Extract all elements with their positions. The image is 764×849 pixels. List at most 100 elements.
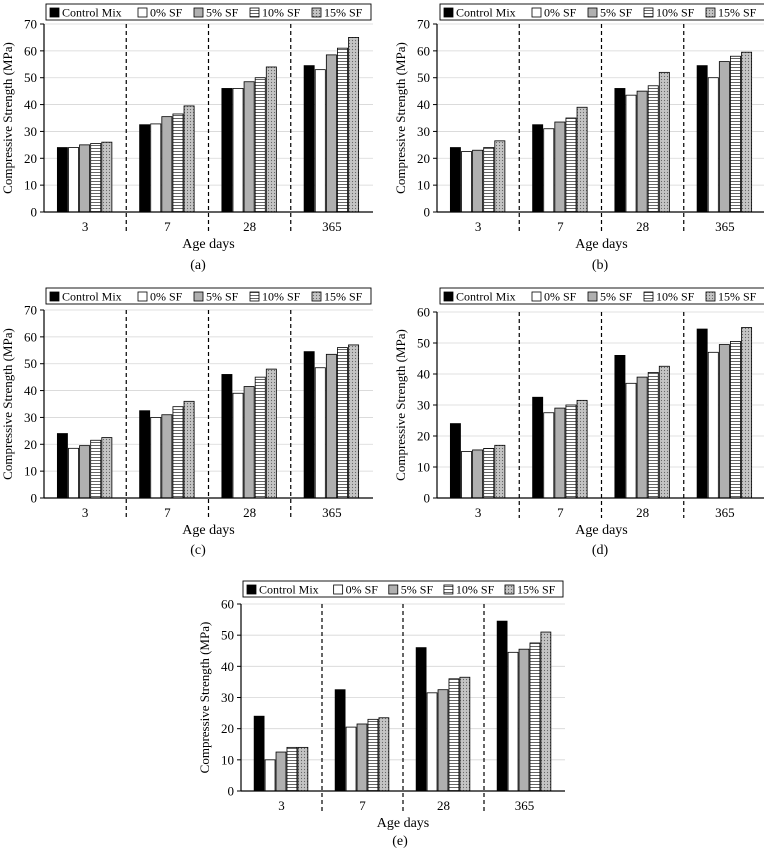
bar-0-sf-7 bbox=[150, 417, 162, 499]
legend-swatch bbox=[246, 584, 257, 595]
legend-label: 5% SF bbox=[206, 290, 239, 304]
legend-swatch bbox=[705, 291, 716, 302]
y-tick-label: 60 bbox=[417, 43, 430, 58]
legend-label: 0% SF bbox=[150, 6, 183, 20]
bar-control-mix-28 bbox=[221, 374, 233, 499]
y-tick-label: 40 bbox=[221, 659, 234, 674]
legend: Control Mix 0% SF 5% SF 10% SF 15% SF bbox=[439, 287, 764, 305]
y-tick-label: 10 bbox=[24, 178, 37, 193]
legend-label: 15% SF bbox=[718, 6, 757, 20]
x-tick-label: 3 bbox=[82, 505, 89, 520]
legend-label: 10% SF bbox=[656, 290, 695, 304]
bar-control-mix-7 bbox=[139, 410, 151, 499]
bar-15-sf-28 bbox=[658, 365, 670, 499]
bar-15-sf-365 bbox=[540, 631, 552, 792]
bar-5-sf-3 bbox=[472, 449, 484, 499]
bar-10-sf-3 bbox=[90, 143, 102, 213]
y-tick-label: 30 bbox=[417, 124, 430, 139]
bar-0-sf-28 bbox=[625, 382, 637, 499]
y-tick-label: 70 bbox=[24, 303, 37, 318]
bar-5-sf-28 bbox=[243, 81, 255, 213]
panel-caption: (b) bbox=[592, 258, 609, 273]
y-axis-label: Compressive Strength (MPa) bbox=[393, 42, 408, 194]
panel-caption: (e) bbox=[392, 834, 408, 849]
bar-15-sf-28 bbox=[658, 71, 670, 213]
bar-5-sf-7 bbox=[356, 723, 368, 792]
x-tick-label: 7 bbox=[557, 219, 564, 234]
chart-panel-b: 0 10 20 30 40 50 60 70 3 7 28 365 Age days Compressiv… bbox=[393, 3, 764, 273]
legend-swatch bbox=[531, 7, 542, 18]
legend: Control Mix 0% SF 5% SF 10% SF 15% SF bbox=[242, 580, 564, 598]
bar-0-sf-7 bbox=[345, 726, 357, 792]
bar-5-sf-3 bbox=[275, 751, 287, 792]
y-axis-label: Compressive Strength (MPa) bbox=[0, 42, 15, 194]
y-tick-label: 20 bbox=[417, 151, 430, 166]
x-tick-label: 7 bbox=[359, 798, 366, 813]
legend-swatch bbox=[443, 584, 454, 595]
y-tick-label: 40 bbox=[417, 367, 430, 382]
bar-control-mix-7 bbox=[334, 689, 346, 792]
y-tick-label: 50 bbox=[24, 356, 37, 371]
x-tick-label: 3 bbox=[475, 219, 482, 234]
y-tick-label: 70 bbox=[24, 17, 37, 32]
y-tick-label: 50 bbox=[221, 628, 234, 643]
bar-15-sf-3 bbox=[494, 140, 506, 213]
bar-15-sf-365 bbox=[741, 51, 753, 213]
y-tick-label: 20 bbox=[24, 151, 37, 166]
bar-control-mix-3 bbox=[56, 147, 68, 213]
bar-10-sf-365 bbox=[529, 642, 541, 792]
x-axis-label: Age days bbox=[182, 237, 235, 252]
x-tick-label: 3 bbox=[82, 219, 89, 234]
bar-5-sf-3 bbox=[79, 445, 91, 499]
bar-0-sf-365 bbox=[314, 367, 326, 499]
y-tick-label: 0 bbox=[228, 784, 235, 799]
bar-10-sf-28 bbox=[448, 678, 460, 792]
y-tick-label: 30 bbox=[24, 410, 37, 425]
bar-control-mix-3 bbox=[253, 715, 265, 792]
legend-swatch bbox=[504, 584, 515, 595]
legend-label: 10% SF bbox=[456, 583, 495, 597]
legend: Control Mix 0% SF 5% SF 10% SF 15% SF bbox=[45, 3, 372, 21]
y-tick-label: 0 bbox=[31, 205, 38, 220]
bar-10-sf-28 bbox=[647, 372, 659, 499]
legend-label: 10% SF bbox=[656, 6, 695, 20]
bar-15-sf-7 bbox=[378, 717, 390, 792]
legend-swatch bbox=[531, 291, 542, 302]
y-tick-label: 20 bbox=[417, 429, 430, 444]
y-tick-label: 10 bbox=[417, 178, 430, 193]
bar-15-sf-28 bbox=[265, 66, 277, 213]
legend-swatch bbox=[587, 7, 598, 18]
bar-0-sf-3 bbox=[68, 447, 79, 499]
bar-10-sf-3 bbox=[90, 439, 102, 499]
y-tick-label: 0 bbox=[31, 491, 38, 506]
bar-0-sf-7 bbox=[150, 123, 162, 213]
legend-swatch bbox=[249, 7, 260, 18]
bar-15-sf-365 bbox=[348, 37, 360, 213]
x-tick-label: 7 bbox=[164, 505, 171, 520]
x-axis-label: Age days bbox=[182, 523, 235, 538]
bar-5-sf-365 bbox=[325, 54, 337, 213]
x-axis-label: Age days bbox=[377, 816, 430, 831]
bar-control-mix-28 bbox=[614, 354, 626, 499]
bar-5-sf-7 bbox=[554, 407, 566, 499]
bar-5-sf-365 bbox=[718, 61, 730, 213]
legend-box bbox=[45, 287, 372, 305]
y-tick-label: 20 bbox=[24, 437, 37, 452]
bar-15-sf-3 bbox=[101, 437, 113, 499]
y-tick-label: 70 bbox=[417, 17, 430, 32]
y-tick-label: 60 bbox=[24, 329, 37, 344]
x-tick-label: 7 bbox=[164, 219, 171, 234]
y-tick-label: 50 bbox=[24, 70, 37, 85]
legend-label: 15% SF bbox=[517, 583, 556, 597]
bar-10-sf-365 bbox=[337, 47, 348, 213]
bar-5-sf-365 bbox=[325, 353, 337, 499]
legend-swatch bbox=[643, 291, 654, 302]
legend-swatch bbox=[137, 291, 148, 302]
chart-panel-a: 0 10 20 30 40 50 60 70 3 7 28 365 Age days Compressiv… bbox=[0, 3, 373, 273]
x-tick-label: 365 bbox=[515, 798, 535, 813]
legend-box bbox=[242, 580, 564, 598]
legend-label: Control Mix bbox=[259, 583, 319, 597]
legend-box bbox=[45, 3, 372, 21]
bar-15-sf-7 bbox=[576, 106, 588, 213]
